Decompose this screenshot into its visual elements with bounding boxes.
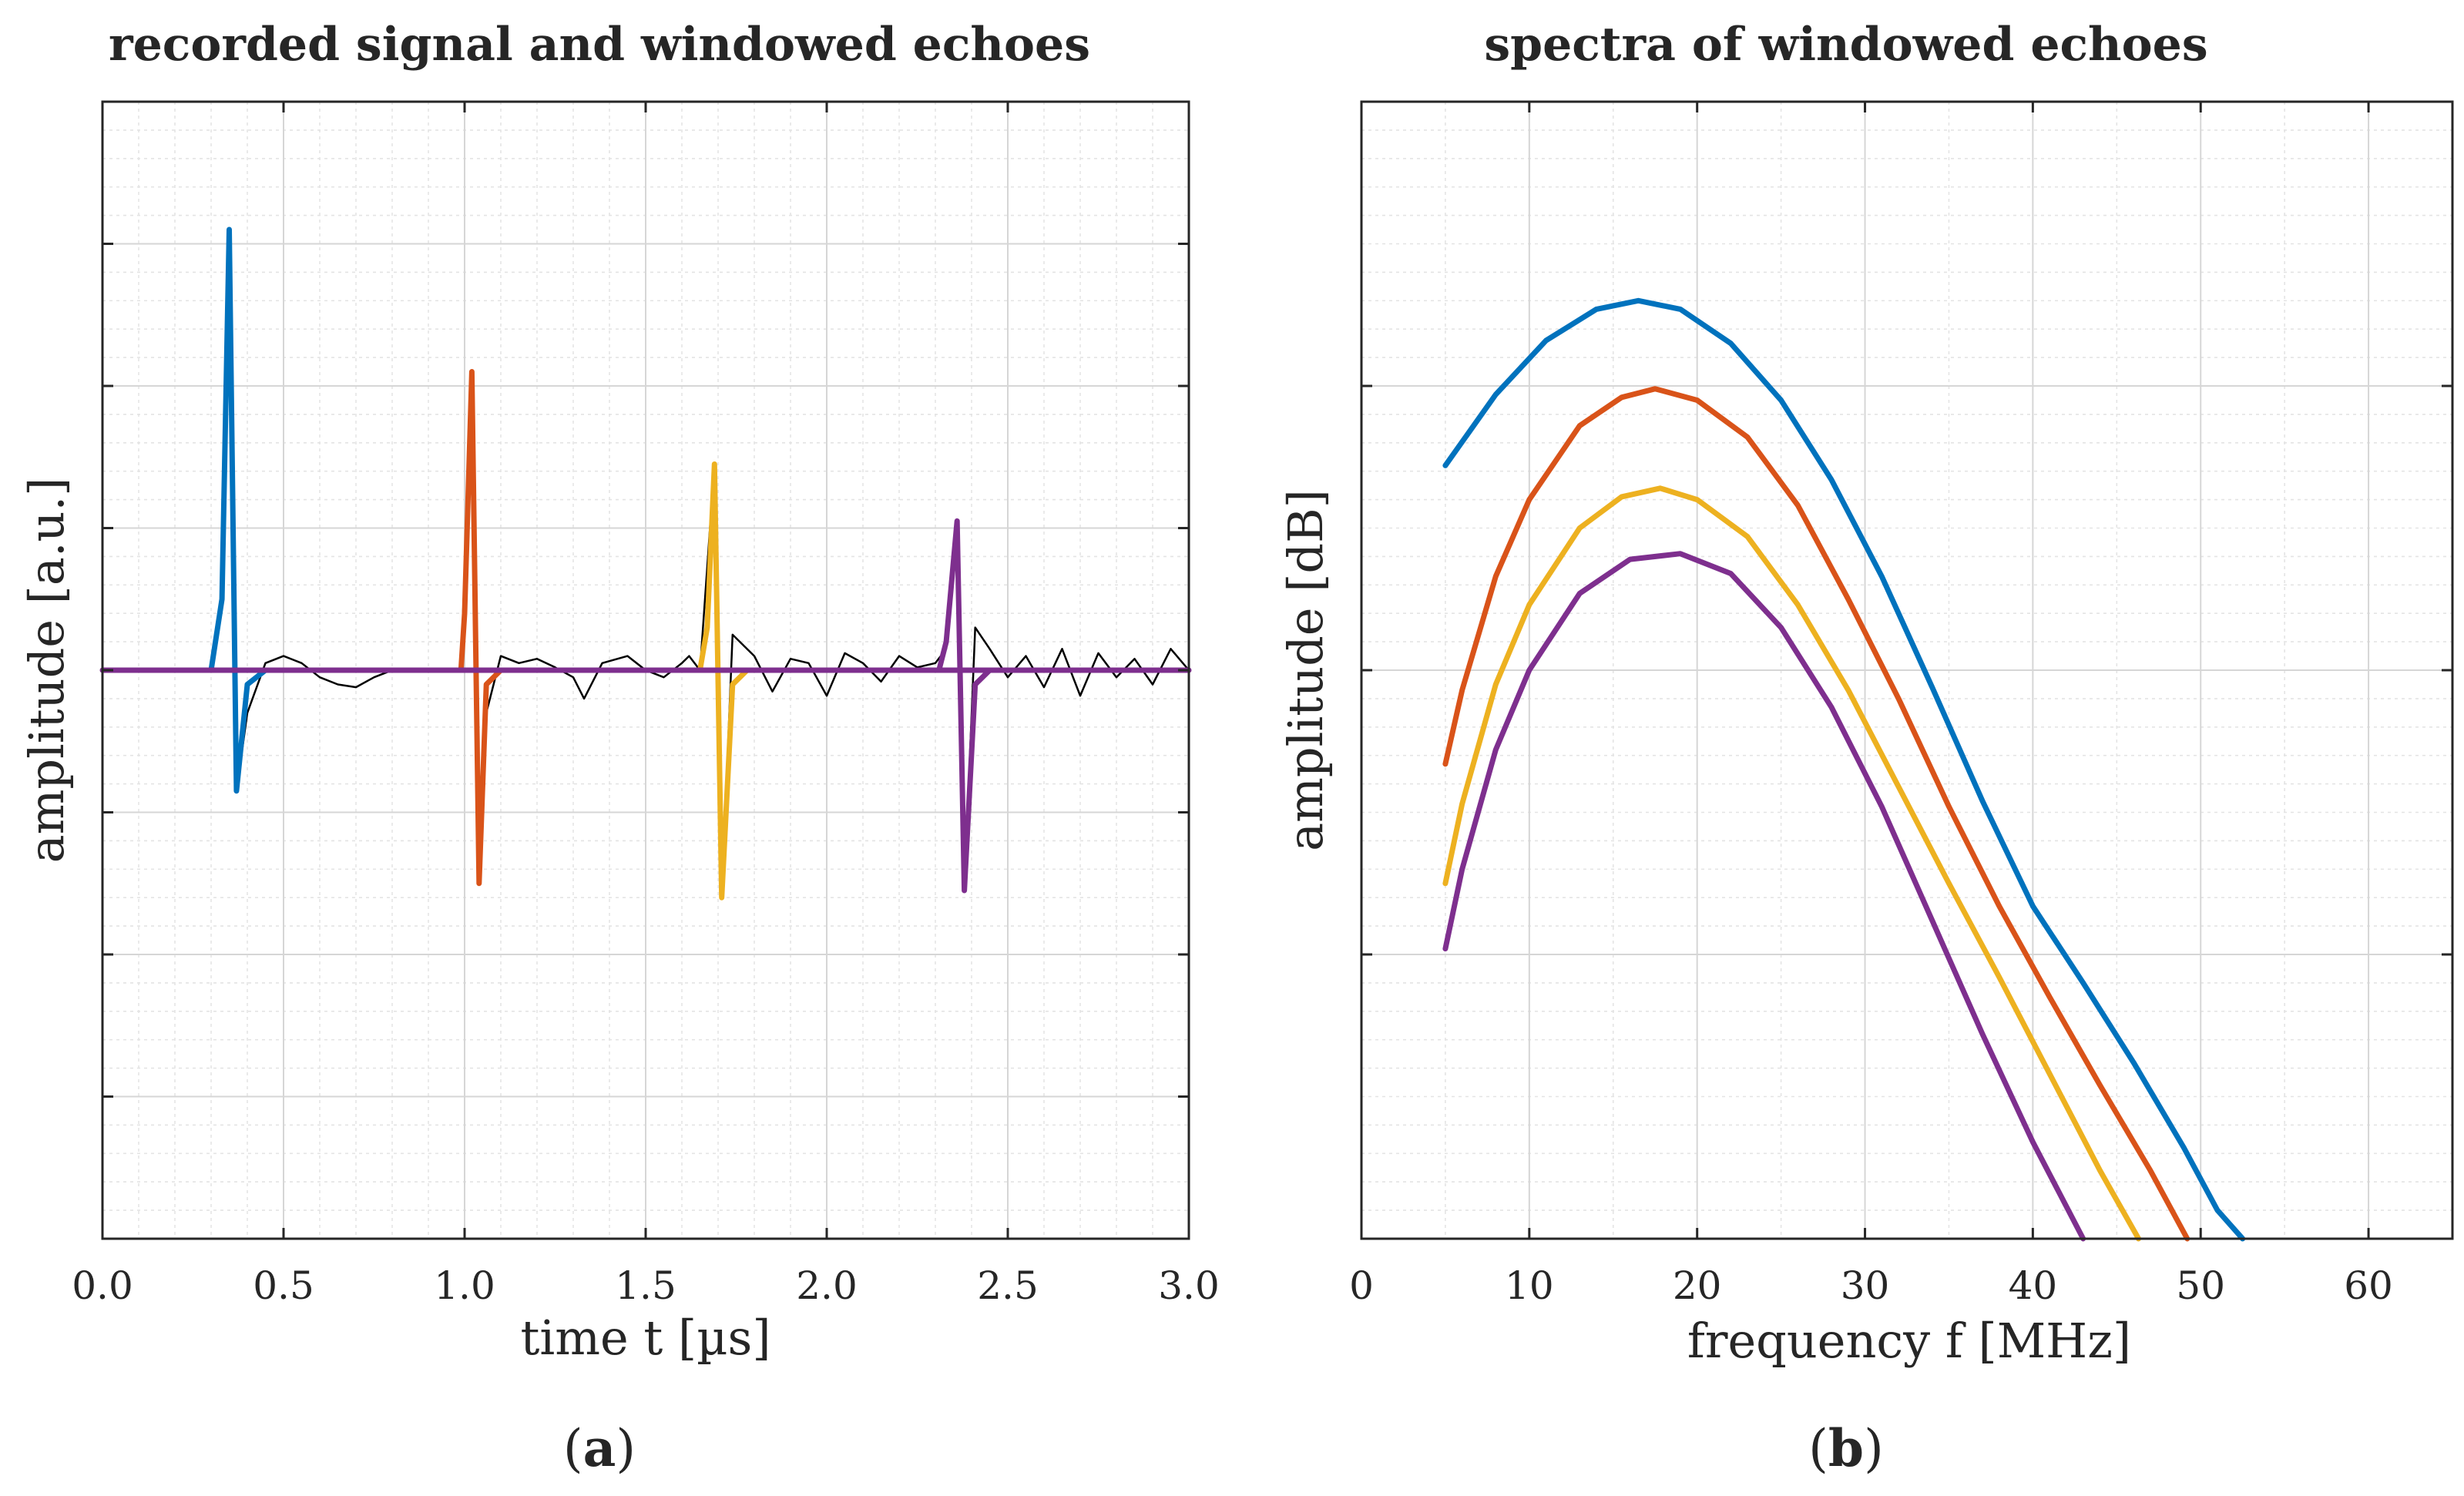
panel-a-lines	[99, 226, 1192, 901]
panel-b-lines	[1442, 297, 2246, 1242]
x-tick-label: 0.5	[253, 1263, 314, 1308]
x-tick-label: 2.0	[796, 1263, 858, 1308]
x-tick-label: 10	[1505, 1263, 1554, 1308]
panel-b-y-label: amplitude [dB]	[1277, 489, 1334, 851]
x-tick-label: 40	[2009, 1263, 2058, 1308]
x-tick-label: 0.0	[72, 1263, 133, 1308]
echo-1-line	[208, 226, 268, 794]
panel-b-grid	[1361, 102, 2452, 1239]
x-tick-label: 30	[1841, 1263, 1890, 1308]
panel-a-chart: recorded signal and windowed echoes 0.0 0…	[18, 18, 1220, 1478]
panel-b-title: spectra of windowed echoes	[1484, 18, 2207, 72]
panel-b-y-ticks	[1361, 384, 2452, 956]
panel-a-letter: a	[583, 1418, 616, 1478]
panel-a-y-ticks	[102, 243, 1189, 1098]
x-tick-label: 1.5	[615, 1263, 676, 1308]
panel-a-y-label: amplitude [a.u.]	[18, 478, 75, 864]
panel-b-x-ticks: 0 10 20 30 40 50 60	[1349, 102, 2393, 1308]
spectrum-echo-2-line	[1442, 386, 2190, 1242]
panel-a-label: (a)	[563, 1418, 636, 1478]
spectrum-echo-3-line	[1442, 485, 2142, 1242]
x-tick-label: 20	[1673, 1263, 1722, 1308]
x-tick-label: 2.5	[977, 1263, 1039, 1308]
panel-b-chart: spectra of windowed echoes 0 10 20 30 40 50 60…	[1277, 18, 2454, 1478]
x-tick-label: 3.0	[1158, 1263, 1220, 1308]
spectrum-echo-4-line	[1442, 551, 2086, 1242]
panel-b-label: (b)	[1808, 1418, 1884, 1478]
spectrum-echo-1-line	[1442, 297, 2246, 1242]
panel-a-x-label: time t [µs]	[520, 1310, 770, 1366]
panel-b-letter: b	[1828, 1418, 1864, 1478]
panel-b-x-label: frequency f [MHz]	[1687, 1313, 2131, 1369]
panel-a-title: recorded signal and windowed echoes	[109, 18, 1090, 72]
x-tick-label: 1.0	[434, 1263, 495, 1308]
x-tick-label: 0	[1349, 1263, 1374, 1308]
panel-a-x-ticks: 0.0 0.5 1.0 1.5 2.0 2.5 3.0	[72, 102, 1220, 1308]
x-tick-label: 60	[2344, 1263, 2393, 1308]
echo-2-line	[458, 369, 504, 887]
echo-4-line	[936, 518, 992, 894]
echo-3-line	[697, 461, 750, 901]
x-tick-label: 50	[2176, 1263, 2225, 1308]
